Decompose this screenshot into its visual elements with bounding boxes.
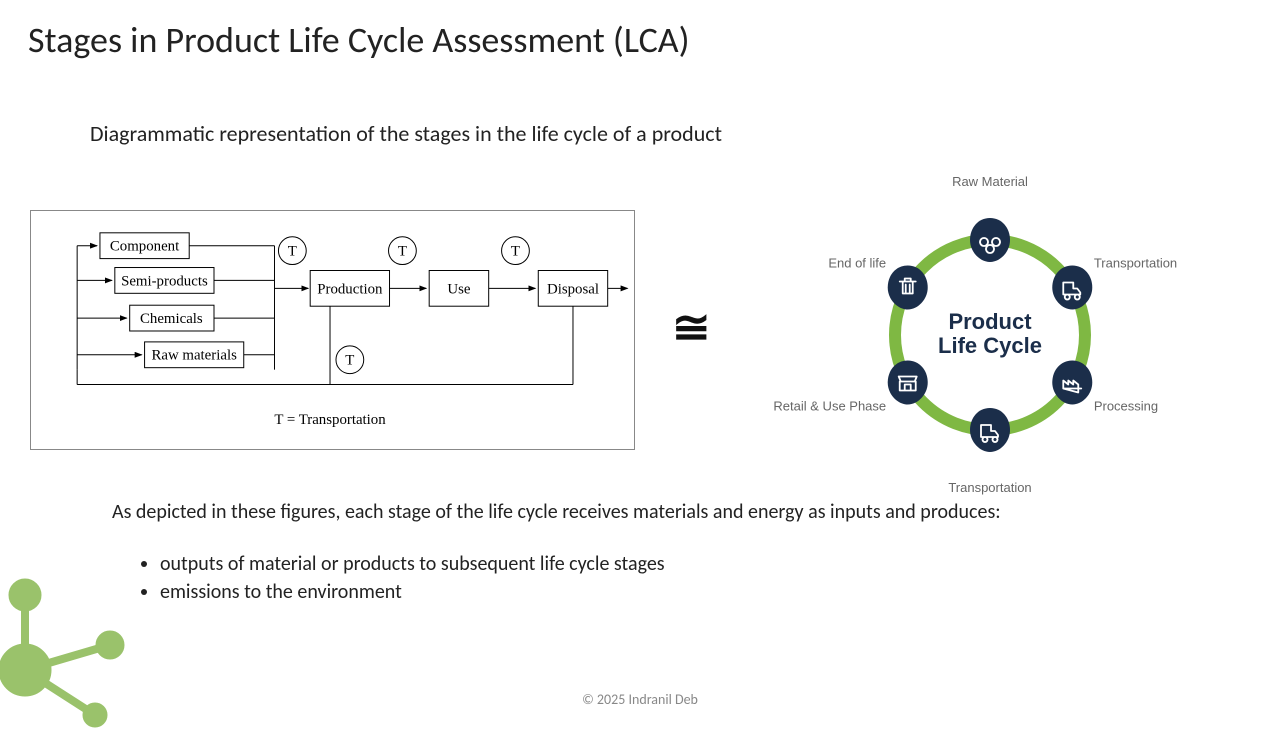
svg-text:Use: Use: [447, 281, 471, 297]
t-marker-3: T: [502, 237, 530, 265]
svg-text:Component: Component: [110, 239, 180, 255]
bullet-2: emissions to the environment: [160, 580, 665, 604]
svg-text:T: T: [511, 244, 520, 260]
subtitle: Diagrammatic representation of the stage…: [90, 120, 722, 147]
right-cycle-diagram: ProductLife CycleRaw MaterialTransportat…: [760, 180, 1260, 490]
svg-text:Semi-products: Semi-products: [121, 273, 208, 289]
cycle-node-3: [970, 408, 1010, 452]
bullet-list: outputs of material or products to subse…: [140, 548, 665, 604]
t-marker-1: T: [278, 237, 306, 265]
input-box-raw: Raw materials: [145, 342, 244, 368]
svg-text:Disposal: Disposal: [547, 281, 599, 297]
molecule-decoration: [0, 550, 170, 750]
cycle-node-0: [970, 218, 1010, 262]
cycle-label-5: End of life: [828, 256, 886, 271]
cycle-node-1: [1052, 266, 1092, 310]
page-title: Stages in Product Life Cycle Assessment …: [28, 18, 690, 62]
t-marker-4: T: [336, 346, 364, 374]
svg-text:Production: Production: [317, 281, 383, 297]
cycle-label-2: Processing: [1094, 399, 1158, 414]
cycle-node-5: [888, 266, 928, 310]
body-text: As depicted in these figures, each stage…: [112, 500, 1162, 524]
input-box-component: Component: [100, 233, 189, 259]
svg-text:Raw materials: Raw materials: [151, 348, 237, 364]
stage-disposal: Disposal: [538, 271, 607, 307]
svg-text:Chemicals: Chemicals: [140, 311, 203, 327]
input-box-semi: Semi-products: [115, 268, 214, 294]
cycle-label-3: Transportation: [948, 480, 1031, 495]
t-marker-2: T: [389, 237, 417, 265]
left-flowchart: Component Semi-products Chemicals Raw ma…: [30, 210, 635, 450]
bullet-1: outputs of material or products to subse…: [160, 552, 665, 576]
cycle-label-1: Transportation: [1094, 256, 1177, 271]
input-box-chem: Chemicals: [130, 305, 214, 331]
stage-production: Production: [310, 271, 389, 307]
footer-copyright: © 2025 Indranil Deb: [0, 691, 1280, 708]
t-legend: T = Transportation: [274, 412, 386, 428]
center-title-2: Life Cycle: [938, 333, 1042, 358]
cycle-label-4: Retail & Use Phase: [773, 399, 886, 414]
stage-use: Use: [429, 271, 489, 307]
cycle-label-0: Raw Material: [952, 174, 1028, 189]
svg-text:T: T: [288, 244, 297, 260]
center-title-1: Product: [948, 309, 1032, 334]
svg-text:T: T: [345, 353, 354, 369]
svg-text:T: T: [398, 244, 407, 260]
equals-symbol: ≅: [672, 300, 711, 356]
